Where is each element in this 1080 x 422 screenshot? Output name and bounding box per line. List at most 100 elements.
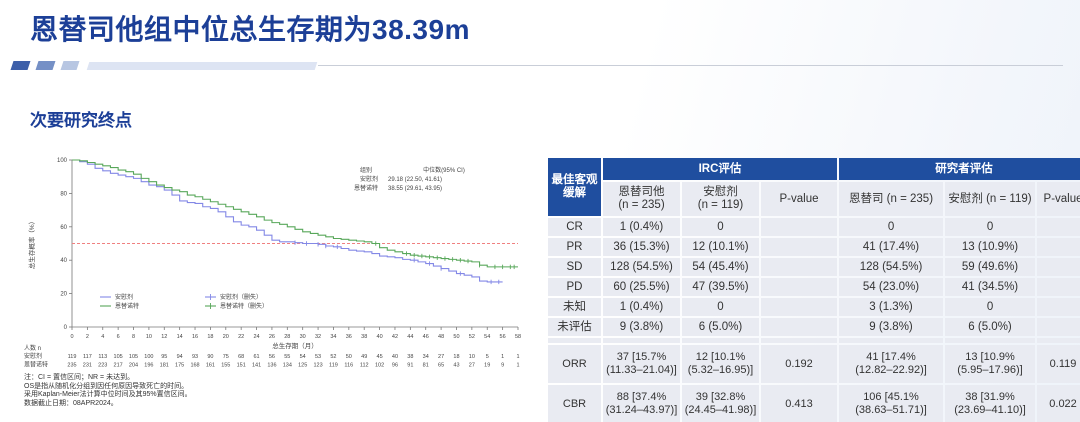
svg-text:81: 81 <box>423 363 429 369</box>
table-sub-header: 安慰剂 (n = 119) <box>945 182 1036 216</box>
table-cell <box>761 298 838 316</box>
svg-text:56: 56 <box>500 334 506 340</box>
svg-text:1: 1 <box>516 363 519 369</box>
svg-text:134: 134 <box>283 363 292 369</box>
table-row-label: PD <box>548 278 601 296</box>
svg-text:8: 8 <box>132 334 135 340</box>
svg-text:49: 49 <box>361 354 367 360</box>
table-cell: 12 [10.1% (5.32–16.95)] <box>682 345 759 383</box>
svg-text:40: 40 <box>392 354 398 360</box>
table-row: 未评估 9 (3.8%) 6 (5.0%) 9 (3.8%) 6 (5.0%) <box>548 318 1080 336</box>
chart-footnote-line: OS是指从随机化分组到因任何原因导致死亡的时间。 <box>24 382 189 390</box>
svg-text:102: 102 <box>375 363 384 369</box>
svg-text:61: 61 <box>253 354 259 360</box>
svg-text:29.18 (22.50, 41.61): 29.18 (22.50, 41.61) <box>388 177 442 183</box>
svg-text:44: 44 <box>407 334 413 340</box>
svg-text:0: 0 <box>64 325 68 331</box>
table-cell: 0.022 <box>1037 385 1080 422</box>
table-sub-header: 恩替司他 (n = 235) <box>603 182 680 216</box>
svg-text:38: 38 <box>407 354 413 360</box>
svg-text:中位数(95% CI): 中位数(95% CI) <box>423 166 465 174</box>
chart-footnote-line: 采用Kaplan-Meier法计算中位时间及其95%置信区间。 <box>24 391 192 399</box>
svg-text:231: 231 <box>83 363 92 369</box>
table-corner-header: 最佳客观缓解 <box>548 158 601 216</box>
svg-text:9: 9 <box>501 363 504 369</box>
table-cell: 9 (3.8%) <box>603 318 680 336</box>
svg-text:1: 1 <box>516 354 519 360</box>
svg-text:168: 168 <box>190 363 199 369</box>
svg-text:123: 123 <box>313 363 322 369</box>
svg-text:组别: 组别 <box>360 166 372 174</box>
svg-text:112: 112 <box>360 363 369 369</box>
svg-text:27: 27 <box>469 363 475 369</box>
table-cell: 0 <box>682 298 759 316</box>
svg-text:34: 34 <box>330 334 336 340</box>
table-cell: 39 [32.8% (24.45–41.98)] <box>682 385 759 422</box>
svg-text:119: 119 <box>68 354 77 360</box>
table-cell: 6 (5.0%) <box>945 318 1036 336</box>
table-row-label: ORR <box>548 345 601 383</box>
table-group-header: IRC评估 <box>603 158 838 180</box>
svg-text:50: 50 <box>346 354 352 360</box>
table-row: 未知 1 (0.4%) 0 3 (1.3%) 0 <box>548 298 1080 316</box>
table-cell: 0 <box>682 218 759 236</box>
svg-text:45: 45 <box>377 354 383 360</box>
svg-text:58: 58 <box>515 334 521 340</box>
svg-text:105: 105 <box>129 354 138 360</box>
table-row-label: SD <box>548 258 601 276</box>
table-cell: 41 (17.4%) <box>839 238 944 256</box>
table-cell: 54 (23.0%) <box>839 278 944 296</box>
svg-text:22: 22 <box>238 334 244 340</box>
svg-text:53: 53 <box>315 354 321 360</box>
svg-text:91: 91 <box>407 363 413 369</box>
svg-text:安慰剂: 安慰剂 <box>360 175 378 183</box>
svg-text:52: 52 <box>469 334 475 340</box>
svg-text:28: 28 <box>284 334 290 340</box>
svg-text:94: 94 <box>177 354 183 360</box>
table-sub-header: 安慰剂 (n = 119) <box>682 182 759 216</box>
svg-text:30: 30 <box>300 334 306 340</box>
table-cell: 47 (39.5%) <box>682 278 759 296</box>
response-table-container: 最佳客观缓解 IRC评估 研究者评估 恩替司他 (n = 235) 安慰剂 (n = 1… <box>546 156 1080 422</box>
svg-text:安慰剂: 安慰剂 <box>115 293 133 301</box>
svg-text:181: 181 <box>160 363 169 369</box>
table-cell: 41 (34.5%) <box>945 278 1036 296</box>
decorative-square-medium <box>35 61 56 70</box>
svg-text:141: 141 <box>252 363 261 369</box>
decorative-divider-line <box>318 65 1063 66</box>
svg-text:20: 20 <box>223 334 229 340</box>
table-cell <box>1037 318 1080 336</box>
table-row: SD 128 (54.5%) 54 (45.4%) 128 (54.5%) 59 (49… <box>548 258 1080 276</box>
table-cell <box>761 218 838 236</box>
page-title: 恩替司他组中位总生存期为38.39m <box>30 14 470 45</box>
svg-text:总生存期（月）: 总生存期（月） <box>272 341 318 350</box>
table-cell: 0.192 <box>761 345 838 383</box>
svg-text:95: 95 <box>161 354 167 360</box>
svg-text:5: 5 <box>486 354 489 360</box>
svg-text:54: 54 <box>484 334 490 340</box>
svg-text:0: 0 <box>70 334 73 340</box>
svg-text:161: 161 <box>206 363 215 369</box>
svg-text:1: 1 <box>501 354 504 360</box>
table-cell: 54 (45.4%) <box>682 258 759 276</box>
svg-text:50: 50 <box>453 334 459 340</box>
svg-text:26: 26 <box>269 334 275 340</box>
table-cell: 0 <box>839 218 944 236</box>
table-cell: 3 (1.3%) <box>839 298 944 316</box>
chart-footnote-line: 注：CI = 置信区间；NR = 未达到。 <box>24 374 135 381</box>
svg-text:52: 52 <box>330 354 336 360</box>
table-cell: 128 (54.5%) <box>603 258 680 276</box>
table-cell: 6 (5.0%) <box>682 318 759 336</box>
table-row-label: 未知 <box>548 298 601 316</box>
svg-text:12: 12 <box>161 334 167 340</box>
table-row: PD 60 (25.5%) 47 (39.5%) 54 (23.0%) 41 (34.5… <box>548 278 1080 296</box>
table-sub-header: 恩替司 (n = 235) <box>839 182 944 216</box>
svg-text:117: 117 <box>83 354 92 360</box>
svg-text:60: 60 <box>60 225 67 231</box>
table-cell: 37 [15.7% (11.33–21.04)] <box>603 345 680 383</box>
table-cell: 88 [37.4% (31.24–43.97)] <box>603 385 680 422</box>
table-row-label: CBR <box>548 385 601 422</box>
km-survival-chart: 0 20 40 60 80 100 0 2 4 6 8 10 12 14 16 18 20 22 24 26 28 30 3… <box>20 148 540 420</box>
table-cell <box>761 318 838 336</box>
